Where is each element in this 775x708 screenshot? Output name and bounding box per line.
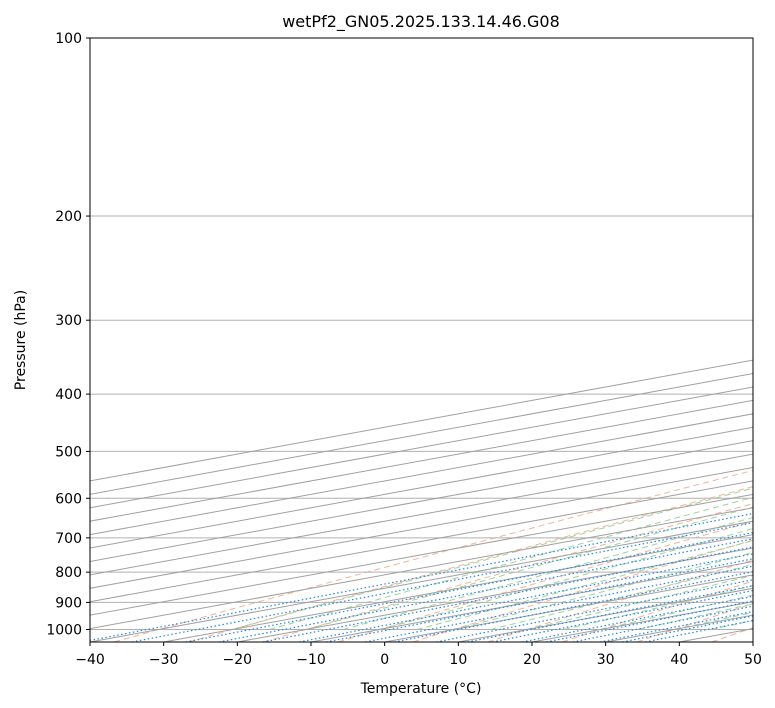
isotherm-line [752, 641, 753, 642]
y-tick-label: 500 [55, 444, 82, 460]
y-axis: 100 200 300 400 500 600 700 800 900 1000 [46, 31, 90, 638]
x-tick-label: 10 [449, 652, 467, 668]
mixing-ratio-line [90, 512, 753, 642]
x-tick-label: 30 [597, 652, 615, 668]
y-tick-label: 1000 [46, 622, 82, 638]
moist-adiabat [379, 528, 753, 630]
dry-adiabat [188, 486, 753, 642]
x-tick-label: −30 [149, 652, 179, 668]
y-tick-label: 400 [55, 387, 82, 403]
y-tick-label: 100 [55, 31, 82, 47]
moist-adiabat [232, 487, 753, 630]
x-axis-label: Temperature (°C) [360, 681, 482, 697]
isotherm-line [90, 440, 753, 562]
moist-adiabat [674, 611, 753, 630]
plot-area: 0.10.20.40.611.52346810131620253036-100-… [90, 38, 753, 642]
y-tick-label: 700 [55, 531, 82, 547]
dry-adiabat [338, 520, 753, 642]
mixing-ratio-line [467, 585, 753, 642]
x-tick-label: 50 [744, 652, 762, 668]
moist-adiabat [526, 574, 753, 630]
isotherm-line [605, 614, 753, 642]
isotherm-line [90, 426, 753, 549]
moist-adiabat [747, 627, 753, 630]
moist-adiabat [269, 496, 753, 630]
isotherm-line [90, 480, 753, 603]
isotherm-line [90, 507, 753, 630]
moist-adiabats [232, 487, 753, 630]
mixing-ratio-line [394, 571, 753, 642]
isotherm-line [90, 453, 753, 576]
pressure-gridlines [90, 38, 753, 630]
chart-title: wetPf2_GN05.2025.133.14.46.G08 [282, 12, 560, 32]
isotherm-line [90, 493, 753, 616]
isotherm-line [90, 466, 753, 589]
isotherm-line [163, 534, 753, 642]
mixing-ratio-line [262, 546, 753, 642]
moist-adiabat [342, 516, 753, 630]
moist-adiabat [305, 506, 753, 630]
isotherm-line [237, 547, 753, 642]
y-axis-label: Pressure (hPa) [13, 290, 29, 390]
mixing-ratio-line [546, 600, 753, 642]
moist-adiabat [453, 552, 753, 630]
x-tick-label: 20 [523, 652, 541, 668]
y-tick-label: 200 [55, 209, 82, 225]
x-tick-label: −40 [75, 652, 105, 668]
dry-adiabat [113, 469, 753, 642]
dry-adiabat [263, 503, 753, 642]
isotherm-line [310, 560, 753, 642]
isotherm-line [90, 520, 753, 642]
y-tick-label: 800 [55, 565, 82, 581]
isotherm-lines [90, 359, 753, 642]
mixing-ratio-line [131, 522, 753, 642]
plot-frame [89, 37, 754, 643]
dry-adiabat [711, 627, 753, 642]
dry-adiabat [412, 539, 753, 642]
x-tick-label: −20 [223, 652, 253, 668]
y-tick-label: 900 [55, 595, 82, 611]
mixing-ratio-line [521, 595, 753, 642]
x-tick-label: 0 [380, 652, 389, 668]
dry-adiabat [562, 580, 753, 642]
x-tick-label: 40 [670, 652, 688, 668]
y-tick-label: 300 [55, 313, 82, 329]
x-axis: −40 −30 −20 −10 0 10 20 30 40 50 [75, 642, 762, 668]
dry-adiabats [113, 469, 753, 642]
mixing-ratio-lines [90, 512, 753, 642]
x-tick-label: −10 [296, 652, 326, 668]
mixing-ratio-line [436, 579, 753, 642]
y-tick-label: 600 [55, 491, 82, 507]
